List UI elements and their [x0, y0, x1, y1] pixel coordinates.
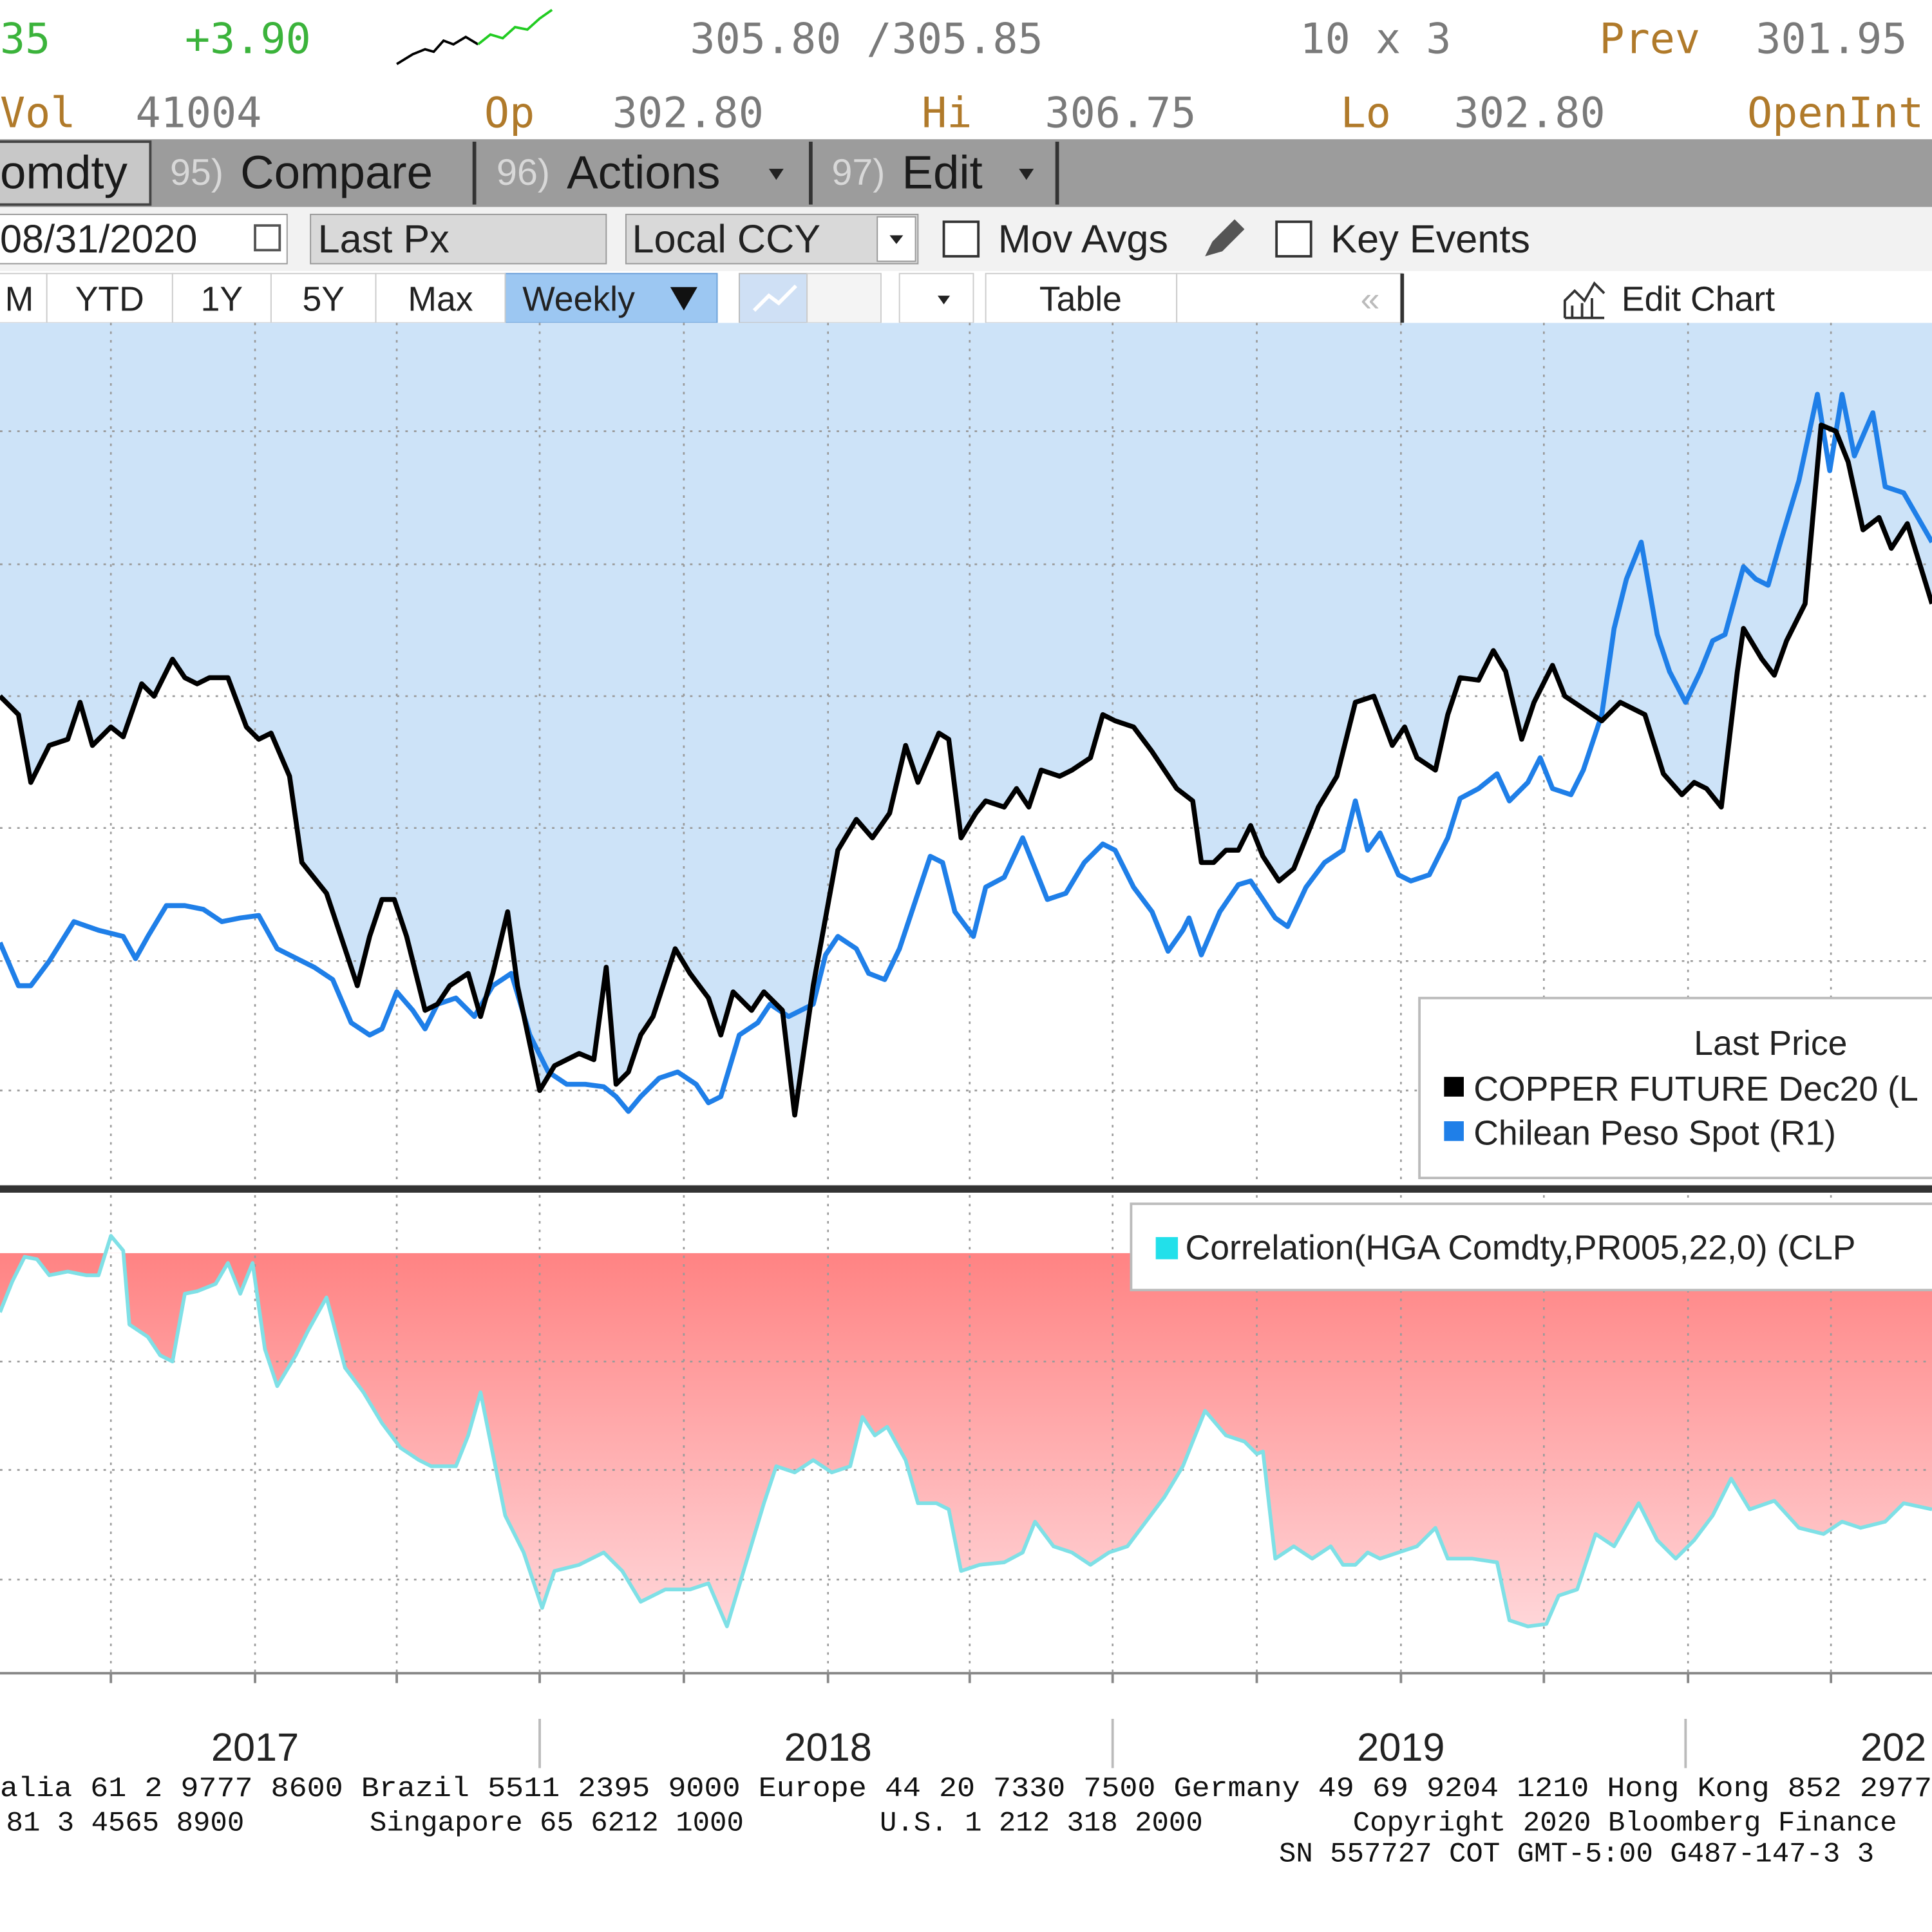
legend-swatch: [1155, 1236, 1179, 1260]
currency-select[interactable]: [625, 213, 919, 265]
legend-entry: Correlation(HGA Comdty,PR005,22,0) (CLP: [1186, 1229, 1856, 1267]
sparkline: [477, 8, 553, 46]
footer-text: 81 3 4565 8900: [6, 1808, 245, 1840]
dropdown-arrow: [889, 235, 904, 244]
checkbox[interactable]: [1275, 220, 1312, 258]
x-tick-label: 202: [1861, 1725, 1926, 1769]
legend-entry: COPPER FUTURE Dec20 (L: [1473, 1070, 1918, 1108]
stat-value: 41004: [135, 90, 261, 138]
range-label[interactable]: 1Y: [201, 280, 243, 318]
edit-chart-label[interactable]: Edit Chart: [1622, 280, 1775, 318]
last-price: 35: [0, 15, 50, 64]
table-label[interactable]: Table: [1039, 280, 1122, 318]
range-button[interactable]: [0, 272, 48, 324]
stat-value: 302.80: [1454, 90, 1605, 138]
prev-value: 301.95: [1756, 15, 1907, 64]
checkbox-label[interactable]: Key Events: [1331, 217, 1530, 261]
tab[interactable]: [0, 140, 152, 206]
correlation-line: [0, 1234, 1932, 1629]
footer-text: Singapore 65 6212 1000: [370, 1808, 744, 1840]
grid: [0, 323, 1932, 1186]
legend-title: Last Price: [1694, 1025, 1847, 1063]
chart-type-menu[interactable]: [898, 272, 974, 324]
lower-chart: Correlation(HGA Comdty,PR005,22,0) (CLP: [0, 1195, 1932, 1674]
button-row: Weekly Table « Edit Chart M YTD 1Y 5Y Max: [0, 270, 1932, 324]
stat-label: Vol: [0, 90, 75, 138]
edit-chart-icon[interactable]: [1563, 281, 1605, 319]
x-tick-label: 2017: [211, 1725, 299, 1769]
checkbox-label[interactable]: Mov Avgs: [998, 217, 1168, 261]
field-input[interactable]: [310, 213, 607, 265]
tab-label[interactable]: Actions: [567, 146, 720, 198]
dropdown-arrow: [670, 287, 697, 311]
quote-row: 35 +3.90 305.80 /305.85 10 x 3 Prev 301.…: [0, 8, 1907, 66]
x-tick-label: 2018: [784, 1725, 872, 1769]
legend-swatch: [1444, 1077, 1464, 1097]
dropdown-arrow: [1019, 169, 1034, 180]
range-button[interactable]: [171, 272, 272, 324]
footer-text: U.S. 1 212 318 2000: [880, 1808, 1203, 1840]
field-value[interactable]: Last Px: [318, 217, 450, 261]
stat-value: 306.75: [1045, 90, 1196, 138]
dropdown-arrow: [768, 169, 784, 180]
controls-row: 08/31/2020 Last Px Local CCY Mov Avgs Ke…: [0, 207, 1932, 271]
legend: [1418, 996, 1932, 1179]
sparkline: [396, 35, 479, 66]
x-tick-label: 2019: [1357, 1725, 1444, 1769]
area-fill: [0, 1253, 1932, 1627]
legend: [1130, 1202, 1932, 1292]
stat-value: 302.80: [612, 90, 764, 138]
size: 10 x 3: [1300, 15, 1451, 64]
tab-label[interactable]: Compare: [240, 146, 433, 198]
legend-entry: Chilean Peso Spot (R1): [1473, 1115, 1836, 1153]
chart-type-button[interactable]: [806, 272, 882, 324]
footer: alia 61 2 9777 8600 Brazil 5511 2395 900…: [0, 1773, 1932, 1870]
x-axis: 2017 2018 2019 202: [0, 1672, 1932, 1769]
currency-value[interactable]: Local CCY: [632, 217, 821, 261]
stats-row: Vol 41004 Op 302.80 Hi 306.75 Lo 302.80 …: [0, 90, 1924, 138]
stat-label: Op: [484, 90, 535, 138]
stat-label: OpenInt: [1747, 90, 1924, 138]
prev-label: Prev: [1599, 15, 1700, 64]
peso-line: [0, 392, 1932, 1114]
legend-swatch: [1444, 1121, 1464, 1141]
range-label[interactable]: Max: [408, 280, 473, 318]
dropdown-arrow: [937, 296, 951, 305]
copper-line: [0, 422, 1932, 1118]
table-button[interactable]: [985, 272, 1178, 324]
tab-label[interactable]: Edit: [902, 146, 983, 198]
tab-bar-bg: [0, 139, 1932, 207]
range-button[interactable]: [375, 272, 506, 324]
tab-bar: omdty 95) Compare 96) Actions 97) Edit: [0, 139, 1932, 207]
tab-number[interactable]: 96): [497, 152, 550, 193]
calendar-icon[interactable]: [254, 224, 281, 252]
pencil-icon[interactable]: [1205, 219, 1245, 256]
range-label[interactable]: 5Y: [302, 280, 345, 318]
date-input[interactable]: [0, 213, 288, 265]
range-label[interactable]: M: [5, 280, 34, 318]
footer-text: SN 557727 COT GMT-5:00 G487-147-3 3: [1279, 1838, 1874, 1870]
range-label[interactable]: YTD: [75, 280, 144, 318]
stat-label: Lo: [1341, 90, 1391, 138]
footer-text: Copyright 2020 Bloomberg Finance: [1353, 1808, 1897, 1840]
frequency-label[interactable]: Weekly: [522, 280, 635, 318]
tab-label[interactable]: omdty: [0, 146, 128, 198]
footer-line: alia 61 2 9777 8600 Brazil 5511 2395 900…: [0, 1773, 1932, 1805]
date-value[interactable]: 08/31/2020: [0, 217, 197, 261]
area-fill: [0, 323, 1932, 1115]
net-change: +3.90: [185, 15, 311, 64]
bid-ask: 305.80 /305.85: [690, 15, 1043, 64]
tab-number[interactable]: 97): [831, 152, 885, 193]
upper-chart: Last Price COPPER FUTURE Dec20 (L Chilea…: [0, 323, 1932, 1186]
checkbox[interactable]: [942, 220, 980, 258]
collapse-button[interactable]: «: [1361, 280, 1380, 318]
blank-button[interactable]: [1176, 272, 1403, 324]
stat-label: Hi: [922, 90, 972, 138]
range-button[interactable]: [270, 272, 377, 324]
tab-number[interactable]: 95): [170, 152, 223, 193]
line-icon: [752, 284, 797, 312]
